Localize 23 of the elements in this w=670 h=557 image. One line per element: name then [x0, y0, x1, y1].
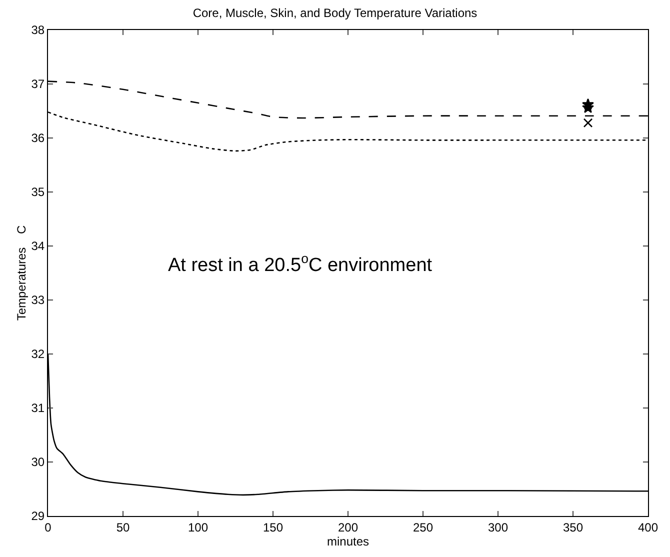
x-tick-label: 200 [338, 520, 358, 534]
y-tick-label: 34 [31, 239, 45, 254]
x-tick-label: 400 [638, 520, 658, 534]
y-tick-label: 31 [31, 401, 45, 416]
x-tick-label: 250 [412, 520, 434, 534]
y-tick-label: 37 [31, 77, 45, 92]
y-tick-label: 33 [31, 293, 45, 308]
y-tick-label: 35 [31, 185, 45, 200]
y-tick-label: 29 [31, 509, 45, 524]
y-axis-title: Temperatures C [14, 224, 29, 321]
x-tick-label: 100 [188, 520, 208, 534]
x-axis-title: minutes [326, 534, 370, 548]
x-tick-label: 150 [262, 520, 284, 534]
chart-title: Core, Muscle, Skin, and Body Temperature Variations [192, 6, 478, 20]
x-tick-label: 50 [116, 520, 130, 534]
y-tick-label: 38 [31, 23, 45, 38]
x-tick-label: 350 [562, 520, 584, 534]
annotation: At rest in a 20.5$^{o}$C environment [168, 251, 433, 276]
x-tick-label: 0 [44, 520, 52, 534]
y-tick-label: 36 [31, 131, 45, 146]
y-tick-label: 32 [31, 347, 45, 362]
y-tick-label: 30 [31, 455, 45, 470]
x-tick-label: 300 [488, 520, 508, 534]
